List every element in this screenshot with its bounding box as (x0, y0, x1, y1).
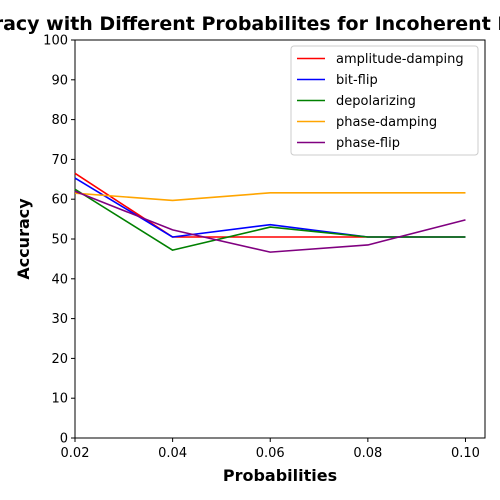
y-tick-label: 90 (51, 73, 68, 88)
y-tick-label: 80 (51, 113, 68, 128)
y-tick-label: 20 (51, 352, 68, 367)
series-line-phase-damping (75, 193, 465, 201)
y-tick-label: 50 (51, 233, 68, 248)
legend-label-phase-flip: phase-flip (336, 136, 400, 151)
series-line-phase-flip (75, 191, 465, 252)
legend-label-depolarizing: depolarizing (336, 94, 416, 109)
x-tick-label: 0.10 (451, 446, 480, 461)
x-tick-label: 0.02 (61, 446, 90, 461)
series-group (75, 173, 465, 252)
y-tick-label: 10 (51, 392, 68, 407)
x-tick-label: 0.04 (158, 446, 187, 461)
series-line-bit-flip (75, 178, 465, 237)
x-axis: 0.02 0.04 0.06 0.08 0.10 (61, 438, 480, 461)
legend-label-amplitude-damping: amplitude-damping (336, 52, 464, 67)
chart-title: Accuracy with Different Probabilites for… (0, 13, 500, 35)
legend-label-phase-damping: phase-damping (336, 115, 437, 130)
y-tick-label: 60 (51, 193, 68, 208)
y-tick-label: 40 (51, 272, 68, 287)
y-tick-label: 30 (51, 312, 68, 327)
y-tick-label: 0 (60, 432, 68, 447)
x-tick-label: 0.08 (353, 446, 382, 461)
legend: amplitude-damping bit-flip depolarizing pha… (291, 46, 478, 155)
y-axis-label: Accuracy (14, 198, 33, 280)
y-tick-label: 100 (43, 34, 68, 49)
legend-label-bit-flip: bit-flip (336, 73, 378, 88)
y-axis: 0 10 20 30 40 50 60 70 80 90 100 (43, 34, 75, 447)
y-tick-label: 70 (51, 153, 68, 168)
series-line-depolarizing (75, 189, 465, 250)
x-axis-label: Probabilities (223, 466, 337, 485)
x-tick-label: 0.06 (256, 446, 285, 461)
